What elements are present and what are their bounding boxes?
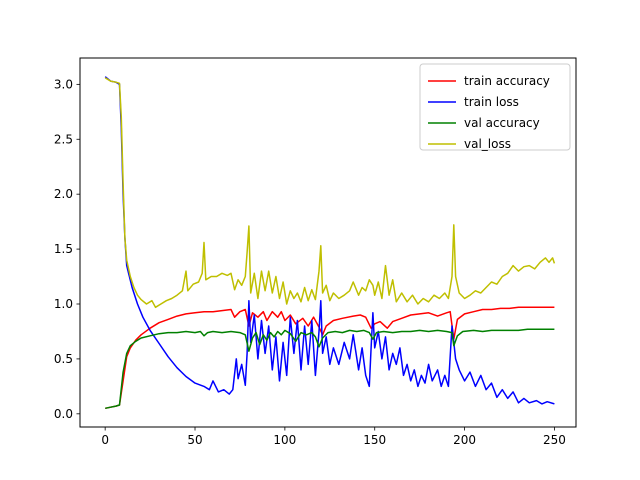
y-axis-ticks: 0.0 0.5 1.0 1.5 2.0 2.5 3.0: [54, 77, 80, 421]
x-tick-label: 50: [187, 433, 202, 447]
axes-frame: [79, 57, 577, 428]
series-line-train-loss: [104, 76, 555, 405]
series-line-val-accuracy: [105, 328, 555, 410]
y-tick-label: 2.5: [54, 132, 73, 146]
x-tick-label: 250: [543, 433, 566, 447]
x-tick-label: 100: [273, 433, 296, 447]
x-tick-label: 150: [363, 433, 386, 447]
y-tick-label: 0.0: [54, 407, 73, 421]
x-tick-label: 200: [453, 433, 476, 447]
series-line-train-accuracy: [105, 306, 555, 410]
x-axis-ticks: 0 50 100 150 200 250: [101, 427, 566, 447]
legend-label-val-loss: val_loss: [464, 137, 511, 151]
plot-lines: [104, 76, 556, 410]
y-tick-label: 0.5: [54, 352, 73, 366]
y-tick-label: 2.0: [54, 187, 73, 201]
series-line-val-loss: [104, 77, 556, 309]
legend-label-train-loss: train loss: [464, 95, 519, 109]
x-tick-label: 0: [101, 433, 109, 447]
y-tick-label: 1.0: [54, 297, 73, 311]
legend: train accuracy train loss val accuracy val_…: [419, 63, 571, 151]
y-tick-label: 1.5: [54, 242, 73, 256]
legend-box: [419, 63, 571, 151]
legend-label-train-accuracy: train accuracy: [464, 74, 550, 88]
legend-label-val-accuracy: val accuracy: [464, 116, 540, 130]
y-tick-label: 3.0: [54, 77, 73, 91]
